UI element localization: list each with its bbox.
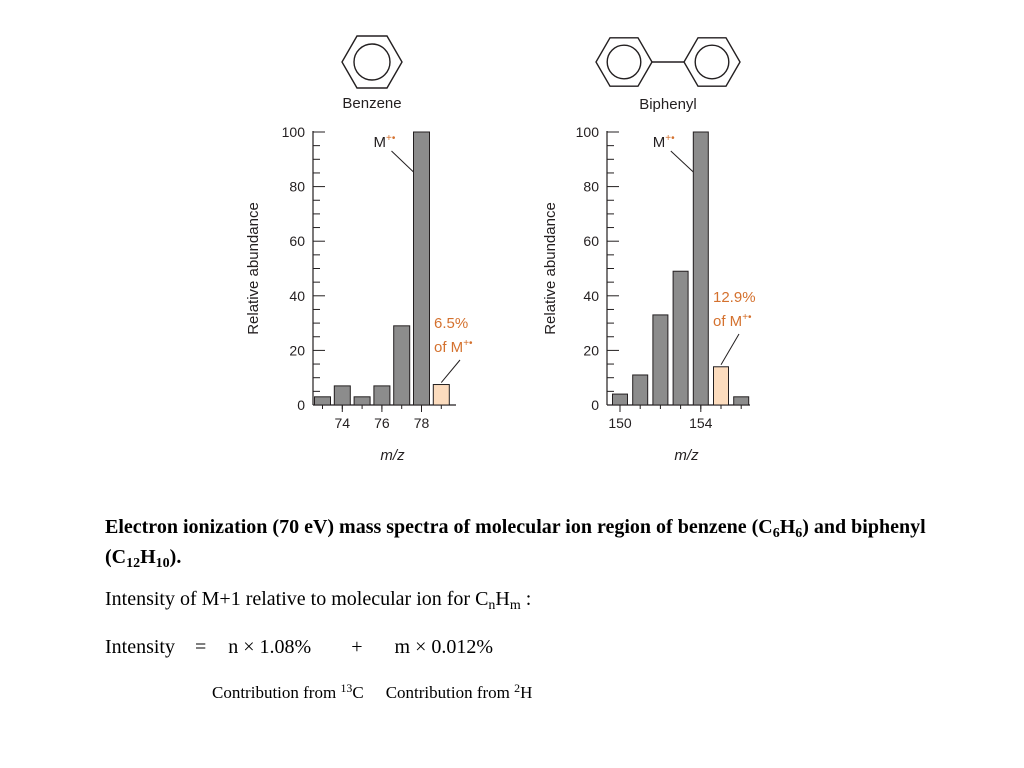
y-tick-label: 100 [282,124,306,140]
biphenyl-ring-right [683,37,741,87]
caption-text: : [520,588,532,610]
x-tick-label: 150 [608,415,632,431]
equation-lhs: Intensity [105,636,175,658]
caption-text: H [779,516,796,538]
benzene-structure [341,35,403,89]
x-axis-label: m/z [380,447,405,464]
caption-text: ) and biphenyl (C [105,516,926,568]
isotope-superscript: +• [742,312,752,323]
isotope-leader-line [720,333,740,366]
isotope-superscript: +• [463,338,473,349]
caption-text: Electron ionization (70 eV) mass spectra… [105,516,773,538]
y-tick-label: 100 [576,124,600,140]
peak-bar [393,325,411,406]
isotope-peak-bar [432,384,450,406]
equation-term-carbon: n × 1.08% [228,636,312,658]
subscript: 6 [795,526,803,541]
figure-caption-title: Electron ionization (70 eV) mass spectra… [105,512,985,572]
mass-spectra-figure: Benzene 0 20 40 60 80 100 74 76 78 Relative abunda… [245,35,756,464]
benzene-ring-hexagon [341,35,403,89]
intensity-description: Intensity of M+1 relative to molecular i… [105,588,532,613]
spectrum-panel-biphenyl: Biphenyl 0 20 40 60 80 100 150 154 Relative abund… [542,37,756,464]
subscript: 12 [126,556,141,571]
caption-text: H [495,588,510,610]
peak-bar [632,374,649,406]
y-tick-label: 20 [583,342,599,358]
x-axis-label: m/z [674,447,699,464]
molecule-name: Benzene [342,95,401,112]
equation-plus: + [351,636,363,658]
aromatic-circle [694,44,730,80]
y-tick-label: 20 [289,342,305,358]
isotope-of-m-label: of M+• [713,312,752,330]
benzene-ring-hexagon [595,37,653,87]
y-tick-label: 60 [289,233,305,249]
x-tick-label: 74 [335,415,351,431]
spectrum-panel-benzene: Benzene 0 20 40 60 80 100 74 76 78 Relative abunda… [245,35,473,464]
y-tick-label: 40 [583,288,599,304]
caption-text: ). [169,546,182,568]
isotope-leader-line [440,359,461,383]
peak-bar [672,270,689,406]
molecular-ion-leader-line [391,150,414,173]
y-tick-label: 40 [289,288,305,304]
peak-bar [353,396,371,406]
subscript: m [509,598,521,613]
contribution-carbon-label: Contribution from 13C [212,681,364,702]
y-axis-label: Relative abundance [542,202,559,335]
peak-bar [612,393,628,406]
isotope-percentage-label: 12.9% [713,289,756,306]
peak-bar [692,131,709,406]
peak-bar [413,131,430,406]
aromatic-circle [606,44,642,80]
biphenyl-structure [595,37,741,87]
molecular-ion-leader-line [670,150,694,173]
peak-bar [652,314,669,406]
y-tick-label: 80 [583,179,599,195]
radical-cation-superscript: +• [386,133,396,144]
aromatic-circle [353,43,391,81]
caption-text: Intensity of M+1 relative to molecular i… [105,588,489,610]
x-tick-label: 78 [414,415,430,431]
x-tick-label: 76 [374,415,390,431]
isotope-peak-bar [713,366,729,406]
subscript: 6 [772,526,780,541]
caption-text: H [140,546,156,568]
x-tick-label: 154 [689,415,713,431]
y-tick-label: 60 [583,233,599,249]
isotope-of-m-label: of M+• [434,338,473,356]
radical-cation-superscript: +• [665,133,675,144]
contribution-hydrogen-label: Contribution from 2H [385,681,533,702]
y-tick-label: 0 [591,397,599,413]
molecular-ion-label: M+• [653,133,675,151]
molecule-name: Biphenyl [639,96,697,113]
peak-bar [333,385,351,406]
intensity-equation: Intensity = n × 1.08% + m × 0.012% [105,636,493,659]
equation-term-hydrogen: m × 0.012% [394,636,494,658]
y-axis-label: Relative abundance [245,202,262,335]
biphenyl-ring-left [595,37,653,87]
peak-bar [314,396,331,406]
subscript: 10 [155,556,170,571]
peak-bar [373,385,391,406]
isotope-percentage-label: 6.5% [434,315,468,332]
y-tick-label: 0 [297,397,305,413]
peak-bar [733,396,750,406]
molecular-ion-label: M+• [374,133,396,151]
y-tick-label: 80 [289,179,305,195]
subscript: n [488,598,496,613]
contribution-labels: Contribution from 13C Contribution from 2… [212,681,533,703]
equation-equals: = [195,636,207,658]
